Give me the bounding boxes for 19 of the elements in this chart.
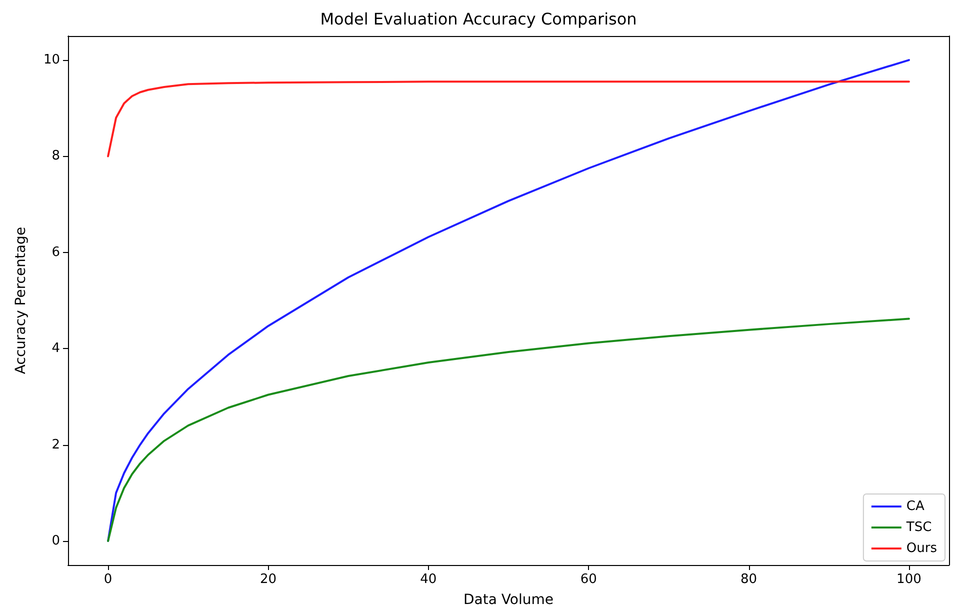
legend-label: Ours	[906, 541, 938, 556]
y-tick-label: 10	[43, 52, 60, 68]
x-tick-label: 20	[260, 572, 276, 587]
chart-title: Model Evaluation Accuracy Comparison	[320, 10, 637, 28]
x-tick-label: 60	[580, 572, 597, 587]
legend-label: TSC	[905, 520, 932, 535]
y-tick-label: 2	[52, 437, 60, 452]
y-tick-label: 4	[52, 341, 60, 356]
line-series	[107, 80, 910, 158]
y-tick-label: 8	[52, 148, 60, 164]
y-tick-label: 6	[52, 244, 60, 260]
x-tick-label: 40	[420, 572, 437, 587]
x-axis-title: Data Volume	[464, 592, 554, 608]
x-tick-label: 0	[104, 572, 112, 587]
y-tick-label: 0	[52, 533, 60, 548]
x-tick-label: 100	[896, 572, 922, 587]
legend-label: CA	[906, 499, 924, 514]
y-axis-title: Accuracy Percentage	[13, 226, 29, 374]
x-tick-label: 80	[740, 572, 758, 587]
